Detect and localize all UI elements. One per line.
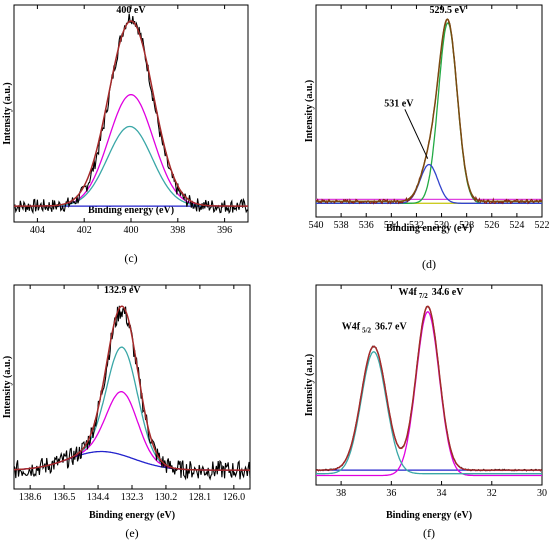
plot-frame xyxy=(13,4,249,223)
x-tick-label: 128.1 xyxy=(189,492,212,503)
peak-annotation: 531 eV xyxy=(384,98,414,109)
x-tick-label: 398 xyxy=(170,225,185,236)
y-axis-title: Intensity (a.u.) xyxy=(2,356,13,419)
x-axis-title: Binding energy (eV) xyxy=(386,223,472,234)
x-tick-label: 528 xyxy=(459,220,474,231)
series-raw-line xyxy=(13,305,251,481)
peak-annotation: W4f 7/2 34.6 eV xyxy=(398,287,464,300)
x-tick-label: 136.5 xyxy=(53,492,76,503)
x-axis-title: Binding energy (eV) xyxy=(88,205,174,216)
panel-caption: (f) xyxy=(423,526,435,540)
x-tick-label: 522 xyxy=(535,220,550,231)
peak-annotation: 400 eV xyxy=(116,5,146,16)
panel-caption: (c) xyxy=(124,251,137,265)
series-component-line xyxy=(316,311,542,477)
x-tick-label: 540 xyxy=(309,220,324,231)
series-component-line xyxy=(14,346,250,471)
peak-annotation: 132.9 eV xyxy=(104,285,141,296)
series-component-line xyxy=(316,351,542,475)
x-tick-label: 36 xyxy=(386,488,396,499)
y-axis-title: Intensity (a.u.) xyxy=(2,82,13,145)
panel-e: 138.6 136.5 134.4 132.3 130.2 128.1 126.0 Bindi… xyxy=(2,284,251,540)
x-tick-label: 34 xyxy=(437,488,447,499)
series-envelope-line xyxy=(14,305,250,471)
series-envelope-line xyxy=(316,18,542,203)
series-component-line xyxy=(14,93,248,207)
panel-f: 38 36 34 32 30 Binding energy (eV) Intensity (… xyxy=(304,284,547,540)
panel-d: 540 538 536 534 532 530 528 526 524 522 Binding en… xyxy=(304,4,550,271)
x-tick-label: 526 xyxy=(484,220,499,231)
series-envelope-line xyxy=(14,20,248,207)
series-envelope-line xyxy=(316,305,542,471)
x-tick-label: 404 xyxy=(30,225,45,236)
x-tick-label: 532 xyxy=(409,220,424,231)
plot-frame xyxy=(315,284,543,486)
x-tick-label: 534 xyxy=(384,220,399,231)
peak-annotation: W4f 5/2 36.7 eV xyxy=(342,321,408,334)
x-tick-label: 32 xyxy=(487,488,497,499)
x-tick-label: 400 xyxy=(124,225,139,236)
x-tick-label: 138.6 xyxy=(19,492,42,503)
series-raw-line xyxy=(13,13,249,215)
panel-caption: (e) xyxy=(125,526,138,540)
x-tick-label: 134.4 xyxy=(87,492,110,503)
panel-caption: (d) xyxy=(422,257,436,271)
series-component-line xyxy=(316,163,542,204)
x-tick-label: 38 xyxy=(336,488,346,499)
x-tick-label: 524 xyxy=(509,220,524,231)
plot-frame xyxy=(315,4,543,218)
panel-c: 404 402 400 398 396 Binding energy (eV) Intens… xyxy=(2,4,249,265)
x-tick-label: 126.0 xyxy=(223,492,246,503)
x-tick-label: 130.2 xyxy=(155,492,178,503)
x-tick-label: 132.3 xyxy=(121,492,144,503)
y-axis-title: Intensity (a.u.) xyxy=(304,80,315,143)
x-axis-title: Binding energy (eV) xyxy=(89,510,175,521)
x-tick-label: 396 xyxy=(217,225,232,236)
x-tick-label: 538 xyxy=(334,220,349,231)
peak-annotation: 529.5 eV xyxy=(429,5,466,16)
series-component-line xyxy=(316,22,542,204)
x-tick-label: 530 xyxy=(434,220,449,231)
annotation-arrow xyxy=(404,109,429,159)
x-tick-label: 402 xyxy=(77,225,92,236)
x-tick-label: 536 xyxy=(359,220,374,231)
series-component-line xyxy=(14,125,248,207)
x-tick-label: 30 xyxy=(537,488,547,499)
x-axis-title: Binding energy (eV) xyxy=(386,510,472,521)
y-axis-title: Intensity (a.u.) xyxy=(304,354,315,417)
